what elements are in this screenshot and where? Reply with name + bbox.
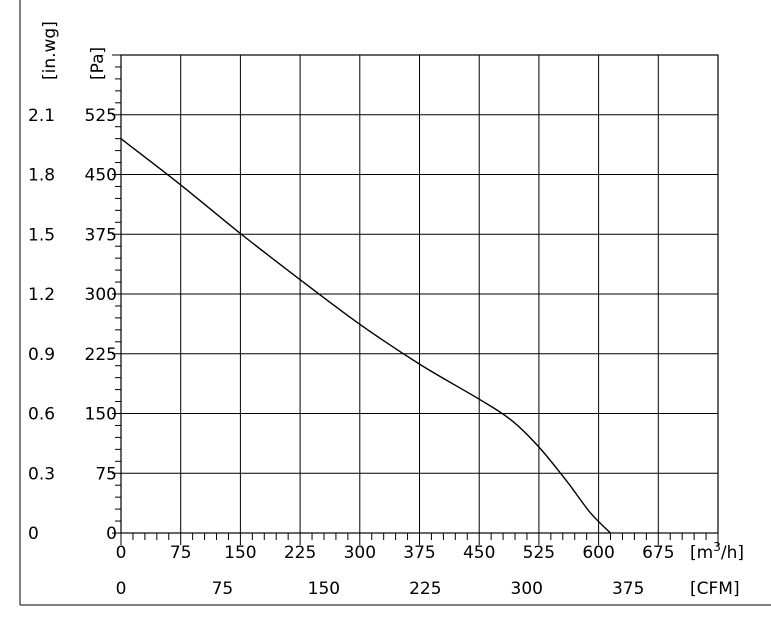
x-tick-label-m3h: 75 — [170, 543, 192, 563]
y-tick-label-pa: 300 — [85, 285, 117, 305]
x-tick-label-m3h: 0 — [116, 543, 127, 563]
y-tick-label-pa: 150 — [85, 405, 117, 425]
y-tick-label-pa: 450 — [85, 166, 117, 186]
x-axis-unit-m3h-suffix: /h] — [721, 543, 744, 563]
y-tick-label-inwg: 2.1 — [28, 106, 55, 126]
x-tick-label-m3h: 600 — [582, 543, 614, 563]
y-tick-label-pa: 525 — [85, 106, 117, 126]
x-tick-label-m3h: 375 — [403, 543, 435, 563]
y-tick-label-inwg: 0.3 — [28, 464, 55, 484]
x-tick-label-m3h: 300 — [344, 543, 376, 563]
y-tick-label-pa: 75 — [95, 464, 117, 484]
y-tick-label-inwg: 0.6 — [28, 405, 55, 425]
x-tick-label-m3h: 525 — [523, 543, 555, 563]
y-tick-label-inwg: 1.2 — [28, 285, 55, 305]
x-tick-labels-m3h: 0 75 150 225 300 375 450 525 600 675 — [116, 543, 675, 563]
y-axis-unit-inwg: [in.wg] — [40, 21, 60, 80]
y-tick-labels-inwg: 0 0.3 0.6 0.9 1.2 1.5 1.8 2.1 — [28, 106, 55, 544]
x-tick-label-cfm: 75 — [212, 579, 234, 599]
y-tick-label-inwg: 1.8 — [28, 166, 55, 186]
y-tick-label-inwg: 0.9 — [28, 345, 55, 365]
y-tick-labels-pa: 0 75 150 225 300 375 450 525 — [85, 106, 117, 544]
y-tick-label-pa: 0 — [106, 524, 117, 544]
x-tick-label-m3h: 450 — [463, 543, 495, 563]
x-tick-label-cfm: 300 — [511, 579, 543, 599]
x-axis-unit-m3h: [m3/h] — [690, 540, 744, 563]
grid-lines — [121, 55, 718, 533]
minor-ticks — [112, 54, 719, 545]
y-axis-unit-pa: [Pa] — [88, 47, 108, 80]
x-axis-unit-m3h-superscript: 3 — [713, 540, 721, 554]
plot-frame — [120, 54, 719, 534]
y-tick-label-inwg: 0 — [28, 524, 39, 544]
x-tick-labels-cfm: 0 75 150 225 300 375 — [116, 579, 645, 599]
y-tick-label-pa: 225 — [85, 345, 117, 365]
x-tick-label-m3h: 225 — [284, 543, 316, 563]
x-tick-label-cfm: 150 — [308, 579, 340, 599]
x-tick-label-cfm: 225 — [409, 579, 441, 599]
fan-curve-series-line — [120, 138, 611, 534]
x-tick-label-m3h: 675 — [642, 543, 674, 563]
x-tick-label-cfm: 0 — [116, 579, 127, 599]
x-tick-label-m3h: 150 — [224, 543, 256, 563]
x-axis-unit-cfm: [CFM] — [690, 579, 740, 599]
y-tick-label-pa: 375 — [85, 225, 117, 245]
x-tick-label-cfm: 375 — [612, 579, 644, 599]
y-tick-label-inwg: 1.5 — [28, 225, 55, 245]
x-axis-unit-m3h-prefix: [m — [690, 543, 713, 563]
